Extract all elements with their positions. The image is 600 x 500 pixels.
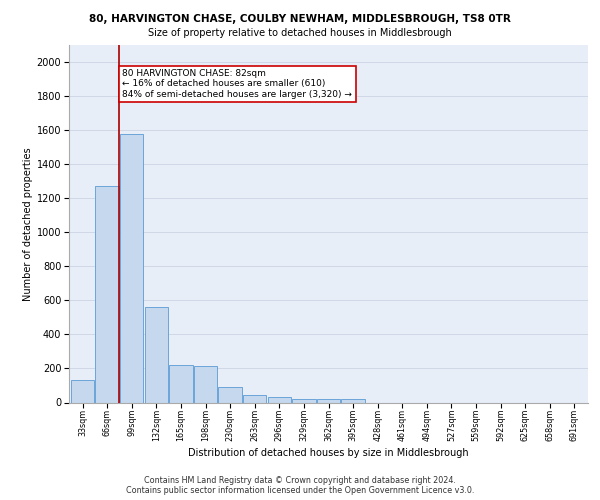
Text: Contains HM Land Registry data © Crown copyright and database right 2024.: Contains HM Land Registry data © Crown c…	[144, 476, 456, 485]
Y-axis label: Number of detached properties: Number of detached properties	[23, 147, 32, 300]
Bar	[341, 399, 365, 402]
Bar	[268, 398, 291, 402]
Bar	[317, 399, 340, 402]
Bar	[169, 365, 193, 403]
Bar	[71, 380, 94, 402]
Bar	[145, 307, 168, 402]
Bar	[218, 387, 242, 402]
Bar	[95, 186, 119, 402]
X-axis label: Distribution of detached houses by size in Middlesbrough: Distribution of detached houses by size …	[188, 448, 469, 458]
Text: Size of property relative to detached houses in Middlesbrough: Size of property relative to detached ho…	[148, 28, 452, 38]
Bar	[194, 366, 217, 403]
Bar	[243, 395, 266, 402]
Text: 80 HARVINGTON CHASE: 82sqm
← 16% of detached houses are smaller (610)
84% of sem: 80 HARVINGTON CHASE: 82sqm ← 16% of deta…	[122, 69, 352, 98]
Text: 80, HARVINGTON CHASE, COULBY NEWHAM, MIDDLESBROUGH, TS8 0TR: 80, HARVINGTON CHASE, COULBY NEWHAM, MID…	[89, 14, 511, 24]
Text: Contains public sector information licensed under the Open Government Licence v3: Contains public sector information licen…	[126, 486, 474, 495]
Bar	[120, 134, 143, 402]
Bar	[292, 399, 316, 402]
